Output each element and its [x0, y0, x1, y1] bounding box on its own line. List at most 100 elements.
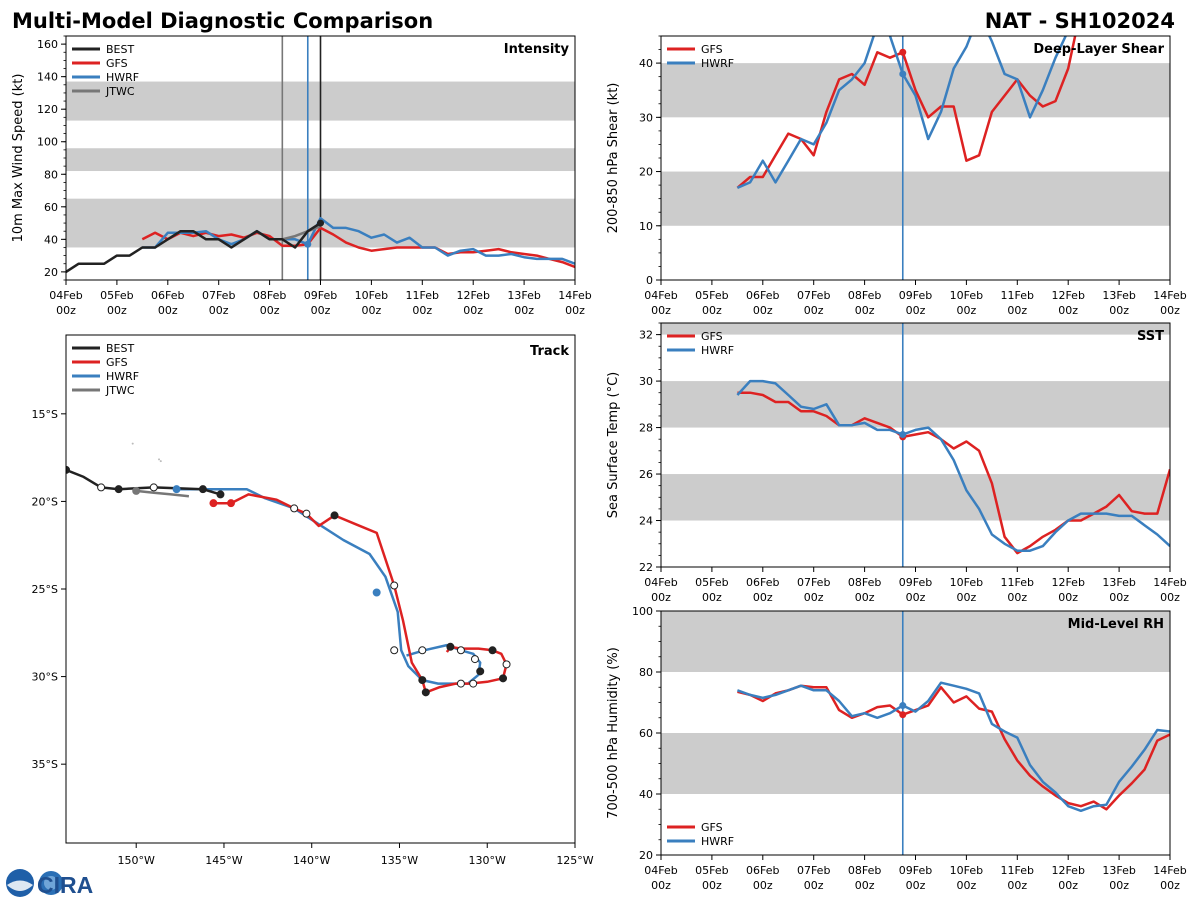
track-xtick-label: 150°W	[118, 854, 155, 867]
track-ytick-label: 30°S	[32, 671, 58, 684]
intensity-line-hwrf	[142, 216, 575, 265]
track-marker-best	[97, 483, 106, 492]
shear-xtick-label: 10Feb	[950, 289, 983, 302]
track-marker-gfs	[290, 504, 299, 513]
storm-id: NAT - SH102024	[985, 9, 1175, 33]
rh-line-hwrf	[736, 681, 1170, 813]
sst-xtick-label: 07Feb	[797, 576, 830, 589]
intensity-title: Intensity	[504, 42, 570, 57]
intensity-ytick-label: 160	[37, 38, 58, 51]
sst-band	[661, 323, 1170, 335]
intensity-legend-label-gfs: GFS	[106, 57, 128, 70]
track-marker-gfs	[421, 688, 430, 697]
sst-xtick-label: 00z	[1007, 591, 1027, 604]
sst-band	[661, 381, 1170, 428]
track-xtick-label: 125°W	[556, 854, 593, 867]
intensity-xtick-label: 00z	[514, 304, 534, 317]
track-marker-gfs	[390, 581, 399, 590]
rh-xtick-label: 00z	[957, 879, 977, 892]
rh-frame	[660, 610, 1171, 856]
track-line-jtwc	[136, 489, 190, 498]
rh-panel: 20 40 60 80 100 04Feb 00z 05Feb 00z 06Feb 00z 07Feb…	[606, 605, 1187, 892]
track-marker-best	[114, 485, 123, 494]
rh-xtick-label: 00z	[702, 879, 722, 892]
shear-xtick-label: 00z	[804, 304, 824, 317]
track-marker-gfs	[302, 509, 311, 518]
shear-xtick-label: 00z	[1160, 304, 1180, 317]
shear-xtick-label: 00z	[702, 304, 722, 317]
track-marker-hwrf	[390, 646, 399, 655]
shear-panel: 0 10 20 30 40 04Feb 00z 05Feb 00z 06Feb 00z 07Feb 00…	[606, 35, 1187, 317]
shear-ytick-label: 30	[639, 111, 653, 124]
sst-xtick-label: 00z	[702, 591, 722, 604]
shear-xtick-label: 07Feb	[797, 289, 830, 302]
track-panel: 150°W 145°W 140°W 135°W 130°W 125°W 15°S 20°S 25…	[32, 334, 594, 867]
shear-ytick-label: 10	[639, 220, 653, 233]
track-marker-best	[149, 483, 158, 492]
track-marker-hwrf	[172, 485, 181, 494]
sst-xtick-label: 11Feb	[1001, 576, 1034, 589]
intensity-xtick-label: 05Feb	[100, 289, 133, 302]
intensity-line-gfs	[141, 226, 575, 269]
track-marker-gfs	[446, 642, 455, 651]
sst-xtick-label: 00z	[855, 591, 875, 604]
intensity-xtick-label: 00z	[56, 304, 76, 317]
shear-ytick-label: 40	[639, 57, 653, 70]
rh-xtick-label: 11Feb	[1001, 864, 1034, 877]
sst-xtick-label: 00z	[1058, 591, 1078, 604]
track-marker-hwrf	[470, 655, 479, 664]
sst-line-gfs	[737, 391, 1170, 555]
figure-title: Multi-Model Diagnostic Comparison	[12, 9, 433, 33]
track-marker-gfs	[418, 646, 427, 655]
intensity-xtick-label: 00z	[565, 304, 585, 317]
sst-ytick-label: 28	[639, 422, 653, 435]
rh-xtick-label: 00z	[906, 879, 926, 892]
track-legend-label-gfs: GFS	[106, 356, 128, 369]
sst-xtick-label: 05Feb	[695, 576, 728, 589]
intensity-frame	[65, 35, 576, 281]
intensity-xtick-label: 00z	[260, 304, 280, 317]
track-title: Track	[530, 344, 569, 359]
sst-xtick-label: 00z	[804, 591, 824, 604]
track-marker-gfs	[418, 676, 427, 685]
intensity-xtick-label: 00z	[209, 304, 229, 317]
sst-xtick-label: 00z	[651, 591, 671, 604]
shear-legend-label-gfs: GFS	[701, 43, 723, 56]
track-marker-gfs	[502, 660, 511, 669]
intensity-legend-label-best: BEST	[106, 43, 134, 56]
track-island	[131, 442, 134, 445]
track-line-hwrf	[176, 487, 482, 685]
rh-xtick-label: 00z	[651, 879, 671, 892]
rh-xtick-label: 05Feb	[695, 864, 728, 877]
intensity-xtick-label: 06Feb	[151, 289, 184, 302]
track-marker-best	[66, 465, 70, 474]
shear-xtick-label: 00z	[1007, 304, 1027, 317]
track-xtick-label: 130°W	[469, 854, 506, 867]
sst-ytick-label: 32	[639, 329, 653, 342]
rh-xtick-label: 00z	[804, 879, 824, 892]
sst-xtick-label: 06Feb	[746, 576, 779, 589]
sst-frame	[660, 322, 1171, 568]
intensity-xtick-label: 13Feb	[507, 289, 540, 302]
track-plot-area	[66, 335, 575, 843]
sst-xtick-label: 08Feb	[848, 576, 881, 589]
track-legend-label-best: BEST	[106, 342, 134, 355]
sst-xtick-label: 00z	[753, 591, 773, 604]
sst-xtick-label: 12Feb	[1051, 576, 1084, 589]
sst-title: SST	[1137, 329, 1164, 344]
intensity-xtick-label: 00z	[362, 304, 382, 317]
sst-ytick-label: 26	[639, 468, 653, 481]
intensity-xtick-label: 04Feb	[49, 289, 82, 302]
intensity-xtick-label: 11Feb	[406, 289, 439, 302]
rh-marker-hwrf	[899, 702, 907, 710]
track-marker-gfs	[456, 646, 465, 655]
shear-ylabel: 200-850 hPa Shear (kt)	[606, 83, 621, 234]
rh-band	[661, 611, 1170, 672]
rh-band	[661, 733, 1170, 794]
shear-series-group	[736, 36, 1077, 189]
sst-legend-label-hwrf: HWRF	[701, 344, 734, 357]
track-ytick-label: 20°S	[32, 495, 58, 508]
track-island	[159, 460, 162, 463]
shear-xtick-label: 05Feb	[695, 289, 728, 302]
intensity-marker-hwrf	[304, 240, 312, 248]
